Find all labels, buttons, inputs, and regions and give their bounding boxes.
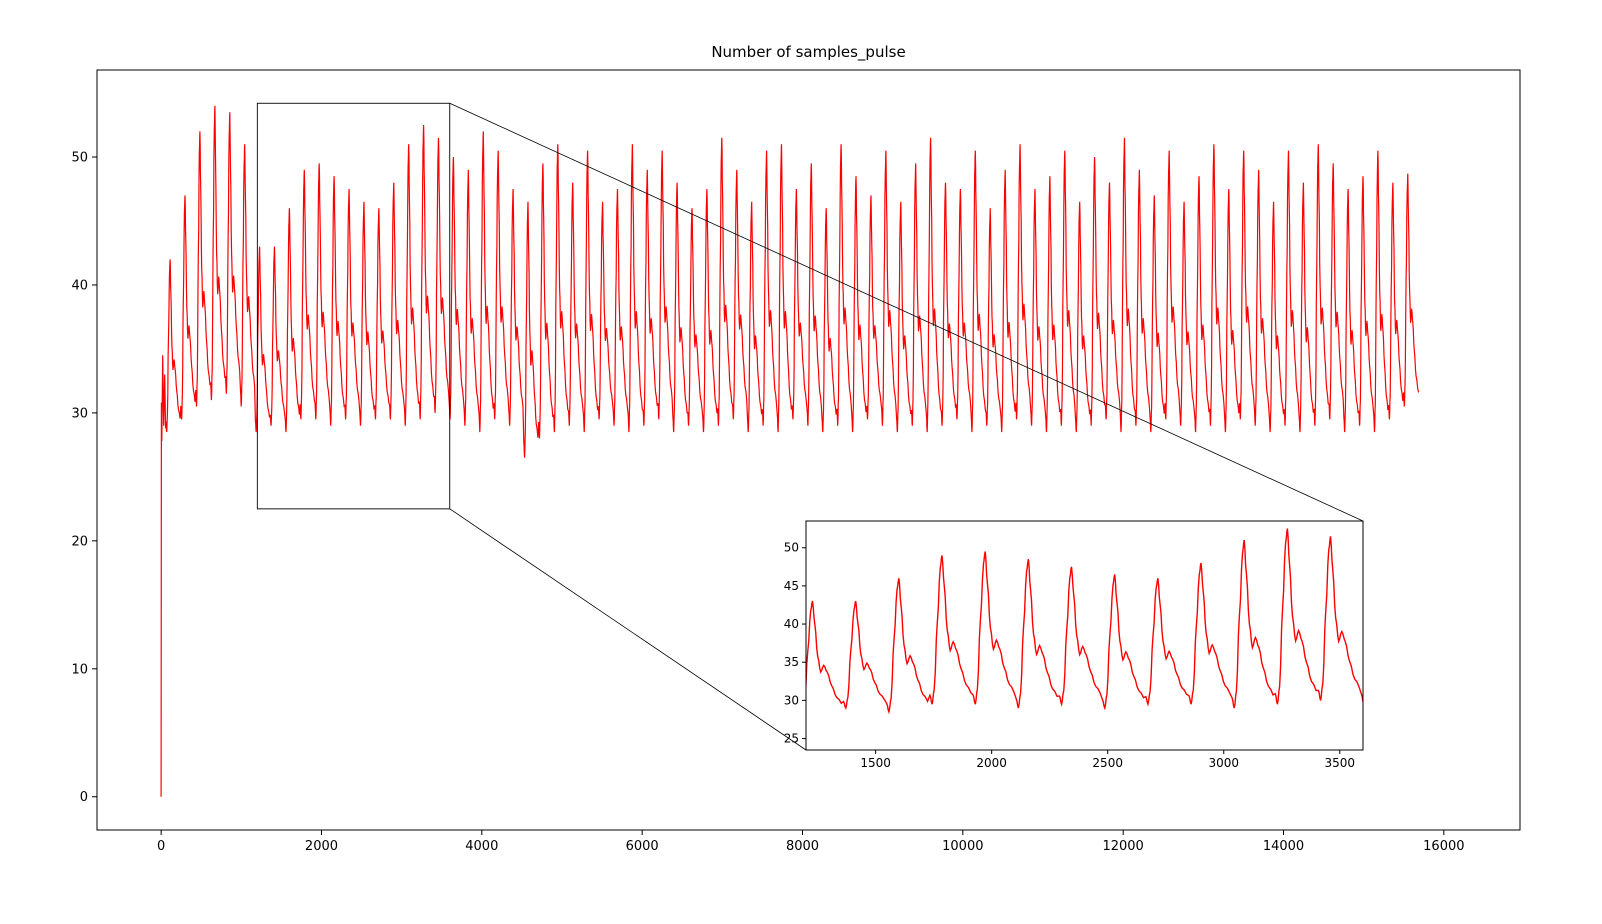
x-tick-label: 0 bbox=[157, 839, 165, 854]
x-tick-label: 12000 bbox=[1102, 839, 1143, 854]
inset-x-tick-label: 3500 bbox=[1325, 756, 1356, 770]
inset-y-tick-label: 25 bbox=[784, 732, 799, 746]
main-axes-frame bbox=[96, 69, 1521, 831]
inset-frame bbox=[805, 520, 1364, 751]
x-tick-label: 16000 bbox=[1423, 839, 1464, 854]
inset-y-tick-label: 30 bbox=[784, 693, 799, 707]
y-tick-label: 40 bbox=[71, 278, 88, 293]
inset-y-tick-label: 45 bbox=[784, 579, 799, 593]
chart-title: Number of samples_pulse bbox=[711, 43, 906, 61]
x-tick-label: 6000 bbox=[626, 839, 659, 854]
pulse-line bbox=[160, 105, 1420, 797]
inset-x-tick-label: 3000 bbox=[1208, 756, 1239, 770]
zoom-indicator bbox=[256, 102, 1364, 751]
y-tick-label: 50 bbox=[71, 151, 88, 166]
inset-y-tick-label: 50 bbox=[784, 541, 799, 555]
y-tick-label: 30 bbox=[71, 406, 88, 421]
inset-pulse-line bbox=[806, 528, 1363, 715]
inset-axes: 1500 2000 2500 3000 3500 25 30 35 40 45 50 bbox=[784, 520, 1364, 770]
x-tick-label: 10000 bbox=[942, 839, 983, 854]
inset-x-tick-label: 1500 bbox=[860, 756, 891, 770]
y-tick-label: 10 bbox=[71, 662, 88, 677]
inset-y-tick-label: 40 bbox=[784, 617, 799, 631]
zoom-connector-upper bbox=[449, 102, 1364, 522]
x-tick-label: 8000 bbox=[786, 839, 819, 854]
inset-x-tick-label: 2500 bbox=[1092, 756, 1123, 770]
inset-x-tick-label: 2000 bbox=[976, 756, 1007, 770]
inset-y-tick-label: 35 bbox=[784, 655, 799, 669]
x-tick-label: 14000 bbox=[1263, 839, 1304, 854]
y-tick-label: 20 bbox=[71, 534, 88, 549]
zoom-rectangle bbox=[256, 102, 451, 510]
x-tick-label: 2000 bbox=[305, 839, 338, 854]
main-axes: 0 2000 4000 6000 8000 10000 12000 14000 16000 0 10… bbox=[71, 69, 1521, 854]
y-tick-label: 0 bbox=[80, 790, 88, 805]
inset-background bbox=[806, 521, 1363, 750]
x-tick-label: 4000 bbox=[465, 839, 498, 854]
zoom-connector-lower bbox=[449, 508, 807, 751]
